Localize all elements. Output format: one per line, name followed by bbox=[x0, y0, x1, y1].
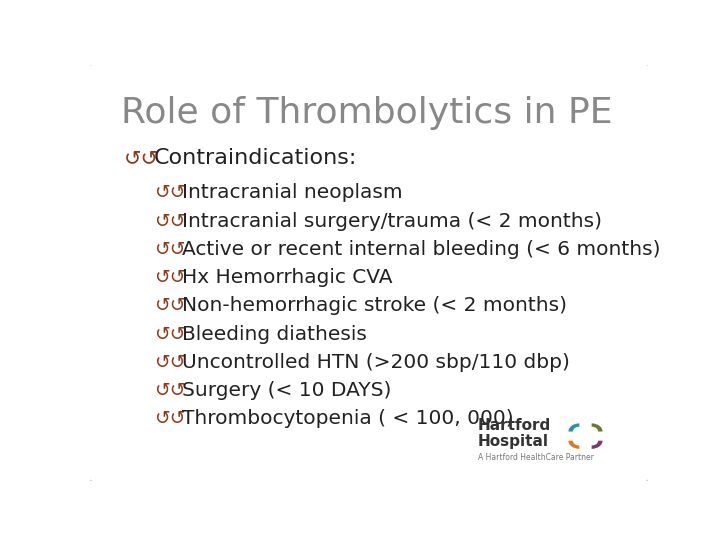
Text: ↺↺: ↺↺ bbox=[154, 240, 186, 259]
Text: Role of Thrombolytics in PE: Role of Thrombolytics in PE bbox=[121, 96, 612, 130]
Text: ↺↺: ↺↺ bbox=[154, 268, 186, 287]
Wedge shape bbox=[592, 423, 603, 431]
Text: Intracranial surgery/trauma (< 2 months): Intracranial surgery/trauma (< 2 months) bbox=[182, 212, 602, 231]
Wedge shape bbox=[568, 441, 580, 449]
Text: Uncontrolled HTN (>200 sbp/110 dbp): Uncontrolled HTN (>200 sbp/110 dbp) bbox=[182, 353, 570, 372]
Text: Non-hemorrhagic stroke (< 2 months): Non-hemorrhagic stroke (< 2 months) bbox=[182, 296, 567, 315]
Wedge shape bbox=[568, 423, 580, 431]
Text: ↺↺: ↺↺ bbox=[154, 296, 186, 315]
Text: ↺↺: ↺↺ bbox=[124, 148, 158, 168]
Text: Intracranial neoplasm: Intracranial neoplasm bbox=[182, 183, 402, 202]
Text: A Hartford HealthCare Partner: A Hartford HealthCare Partner bbox=[478, 453, 594, 462]
Text: Contraindications:: Contraindications: bbox=[154, 148, 358, 168]
Text: Surgery (< 10 DAYS): Surgery (< 10 DAYS) bbox=[182, 381, 392, 400]
Text: Active or recent internal bleeding (< 6 months): Active or recent internal bleeding (< 6 … bbox=[182, 240, 660, 259]
Text: ↺↺: ↺↺ bbox=[154, 409, 186, 429]
Text: ↺↺: ↺↺ bbox=[154, 212, 186, 231]
Text: Hartford: Hartford bbox=[478, 418, 551, 433]
Text: Thrombocytopenia ( < 100, 000): Thrombocytopenia ( < 100, 000) bbox=[182, 409, 513, 429]
Text: ↺↺: ↺↺ bbox=[154, 325, 186, 343]
Text: Bleeding diathesis: Bleeding diathesis bbox=[182, 325, 367, 343]
Text: ↺↺: ↺↺ bbox=[154, 353, 186, 372]
Text: ↺↺: ↺↺ bbox=[154, 381, 186, 400]
Wedge shape bbox=[592, 441, 603, 449]
Text: Hospital: Hospital bbox=[478, 434, 549, 449]
FancyBboxPatch shape bbox=[87, 63, 651, 483]
Text: ↺↺: ↺↺ bbox=[154, 183, 186, 202]
Text: Hx Hemorrhagic CVA: Hx Hemorrhagic CVA bbox=[182, 268, 392, 287]
